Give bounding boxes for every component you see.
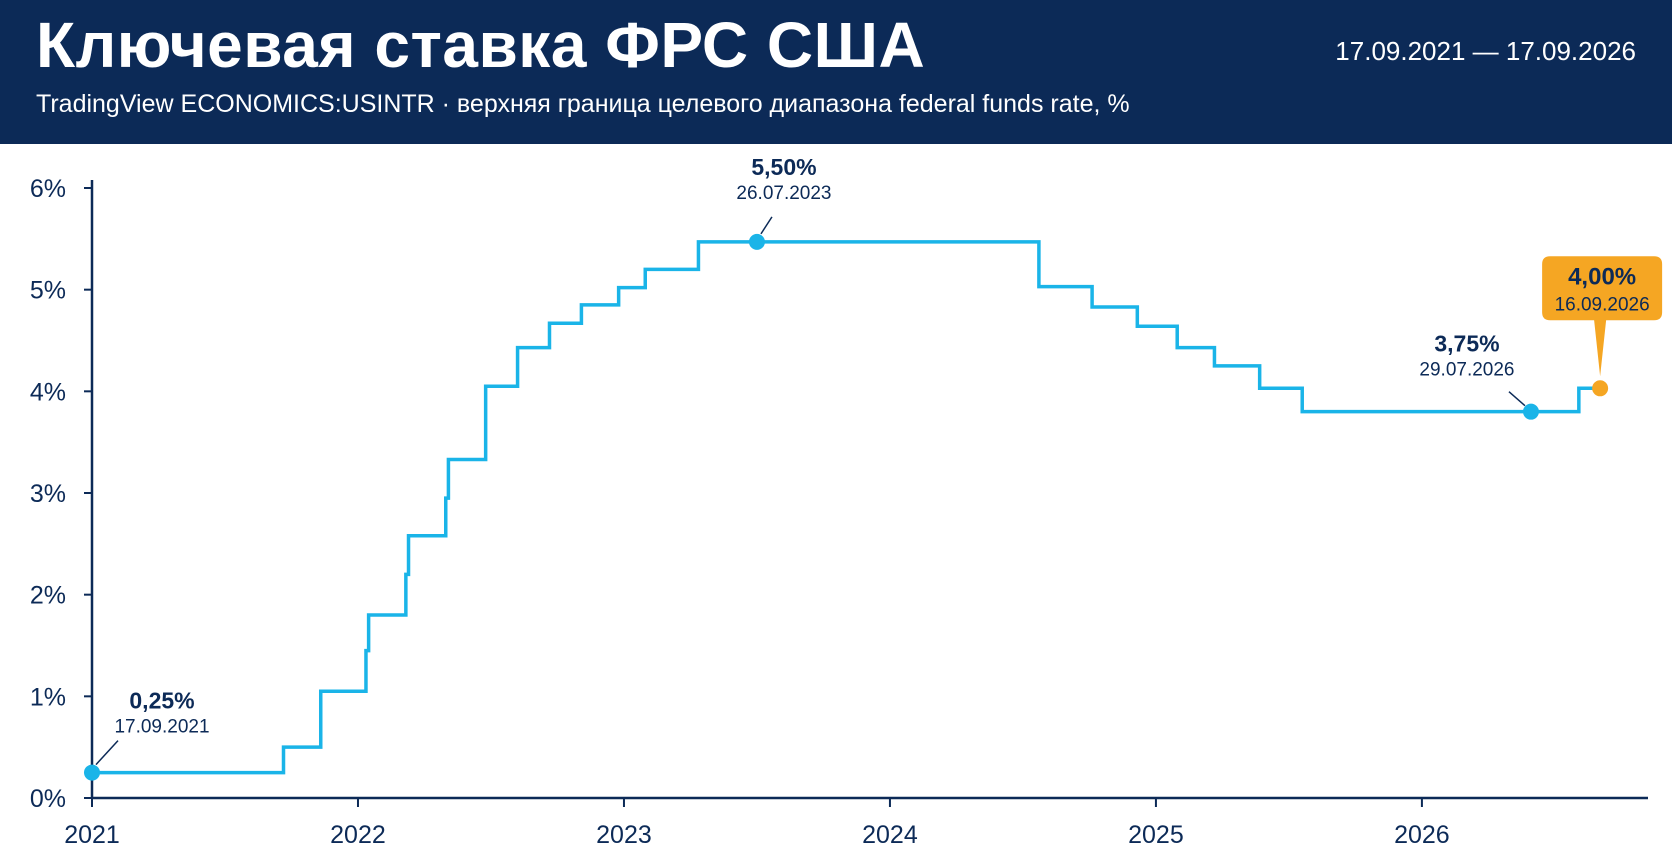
annotation-leader bbox=[95, 740, 119, 766]
x-tick-label: 2021 bbox=[64, 821, 120, 849]
rate-chart: 0% 1% 2% 3% 4% 5% 6% 2021 2022 2023 2024 2025 2026 0,… bbox=[30, 154, 1663, 849]
rate-series-line bbox=[90, 240, 1602, 775]
data-marker bbox=[748, 233, 765, 250]
y-tick-label: 0% bbox=[30, 785, 66, 813]
date-range: 17.09.2021 — 17.09.2026 bbox=[1335, 36, 1636, 66]
x-tick-label: 2024 bbox=[862, 821, 918, 849]
page-title: Ключевая ставка ФРС США bbox=[36, 9, 926, 81]
data-marker bbox=[84, 764, 100, 781]
header-banner: Ключевая ставка ФРС США TradingView ECON… bbox=[0, 0, 1672, 144]
annotation-value: 3,75% bbox=[1434, 331, 1499, 357]
y-tick-label: 3% bbox=[30, 480, 66, 508]
y-tick-label: 6% bbox=[30, 175, 66, 203]
annotation-date: 17.09.2021 bbox=[114, 717, 209, 738]
annotation-value: 5,50% bbox=[751, 154, 816, 180]
page-subtitle: TradingView ECONOMICS:USINTR · верхняя г… bbox=[36, 90, 1130, 118]
y-tick-label: 4% bbox=[30, 378, 66, 406]
highlight-callout bbox=[1542, 256, 1663, 377]
x-tick-label: 2026 bbox=[1394, 821, 1450, 849]
annotation-date: 26.07.2023 bbox=[736, 183, 831, 204]
annotation-leader bbox=[760, 216, 773, 235]
y-tick-label: 2% bbox=[30, 582, 66, 610]
annotation-value: 0,25% bbox=[129, 688, 194, 714]
x-tick-label: 2023 bbox=[596, 821, 652, 849]
data-marker bbox=[1522, 403, 1539, 420]
annotation-date: 29.07.2026 bbox=[1419, 360, 1514, 381]
highlight-marker bbox=[1592, 380, 1609, 397]
y-tick-label: 5% bbox=[30, 277, 66, 305]
annotation-date: 16.09.2026 bbox=[1555, 294, 1650, 315]
annotation-value: 4,00% bbox=[1568, 263, 1636, 290]
y-tick-label: 1% bbox=[30, 683, 66, 711]
x-tick-label: 2025 bbox=[1128, 821, 1184, 849]
annotation-leader bbox=[1508, 391, 1526, 407]
x-tick-label: 2022 bbox=[330, 821, 386, 849]
